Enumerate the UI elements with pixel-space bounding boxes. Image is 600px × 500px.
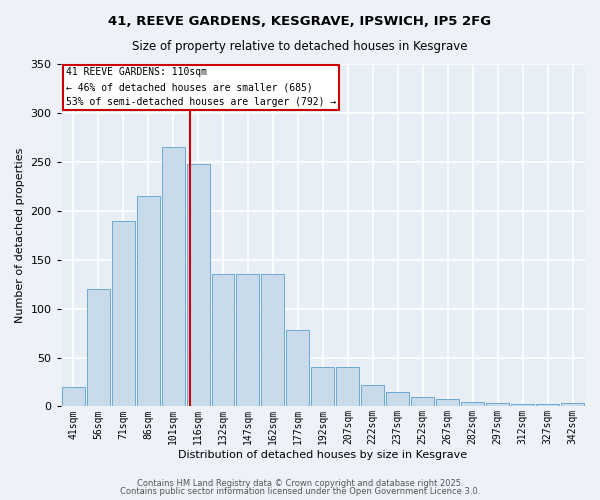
Text: Contains HM Land Registry data © Crown copyright and database right 2025.: Contains HM Land Registry data © Crown c… <box>137 478 463 488</box>
Bar <box>212 274 235 406</box>
Text: Contains public sector information licensed under the Open Government Licence 3.: Contains public sector information licen… <box>120 487 480 496</box>
Bar <box>137 196 160 406</box>
Bar <box>561 404 584 406</box>
Bar <box>461 402 484 406</box>
Bar <box>411 396 434 406</box>
Bar <box>262 274 284 406</box>
Bar <box>486 402 509 406</box>
Y-axis label: Number of detached properties: Number of detached properties <box>15 148 25 323</box>
Bar <box>337 368 359 406</box>
Bar <box>511 404 534 406</box>
Bar <box>536 404 559 406</box>
Bar <box>286 330 310 406</box>
Bar <box>62 387 85 406</box>
Bar <box>161 147 185 406</box>
Bar <box>436 398 459 406</box>
Bar <box>361 385 384 406</box>
X-axis label: Distribution of detached houses by size in Kesgrave: Distribution of detached houses by size … <box>178 450 467 460</box>
Bar <box>86 289 110 406</box>
Bar <box>187 164 209 406</box>
Text: Size of property relative to detached houses in Kesgrave: Size of property relative to detached ho… <box>132 40 468 53</box>
Text: 41 REEVE GARDENS: 110sqm
← 46% of detached houses are smaller (685)
53% of semi-: 41 REEVE GARDENS: 110sqm ← 46% of detach… <box>66 68 336 107</box>
Text: 41, REEVE GARDENS, KESGRAVE, IPSWICH, IP5 2FG: 41, REEVE GARDENS, KESGRAVE, IPSWICH, IP… <box>109 15 491 28</box>
Bar <box>236 274 259 406</box>
Bar <box>311 368 334 406</box>
Bar <box>386 392 409 406</box>
Bar <box>112 220 134 406</box>
